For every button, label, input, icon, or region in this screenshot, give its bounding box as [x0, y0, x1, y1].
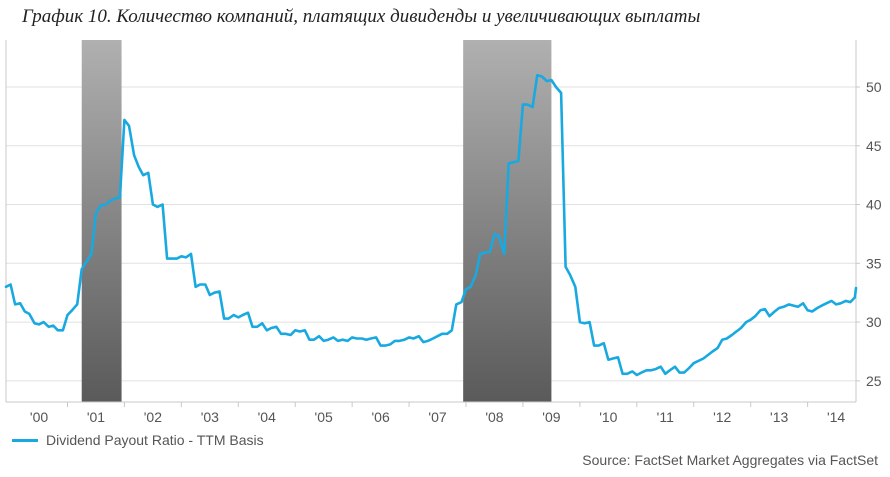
x-tick-label: '09 [542, 409, 560, 425]
x-tick-label: '04 [258, 409, 276, 425]
y-axis-ticks: 25 30 35 40 45 50 [866, 79, 882, 389]
x-axis-ticks: '00 '01 '02 '03 '04 '05 '06 '07 '08 '09 '10 '11 '12 '… [30, 409, 846, 425]
y-tick-label: 45 [866, 138, 882, 154]
recession-layer [81, 40, 552, 402]
grid-layer [6, 86, 856, 382]
y-tick-label: 35 [866, 255, 882, 271]
x-tick-label: '07 [428, 409, 446, 425]
legend: Dividend Payout Ratio - TTM Basis [12, 432, 264, 448]
series-line [4, 74, 858, 377]
legend-swatch [12, 438, 38, 442]
x-tick-label: '03 [201, 409, 219, 425]
x-tick-label: '01 [87, 409, 105, 425]
recession-band [81, 40, 122, 402]
x-tick-label: '02 [144, 409, 162, 425]
x-tick-label: '13 [770, 409, 788, 425]
x-tick-label: '08 [485, 409, 503, 425]
y-tick-label: 25 [866, 373, 882, 389]
source-note: Source: FactSet Market Aggregates via Fa… [582, 452, 878, 468]
series-layer [4, 74, 858, 377]
x-tick-label: '00 [30, 409, 48, 425]
x-tick-label: '06 [371, 409, 389, 425]
legend-label: Dividend Payout Ratio - TTM Basis [46, 432, 264, 448]
recession-band [463, 40, 552, 402]
y-tick-label: 50 [866, 79, 882, 95]
x-tick-label: '11 [657, 409, 674, 425]
y-tick-label: 30 [866, 314, 882, 330]
y-tick-label: 40 [866, 197, 882, 213]
x-tick-label: '10 [599, 409, 617, 425]
plot-background [6, 40, 856, 402]
frame-layer [5, 40, 860, 407]
x-tick-label: '12 [713, 409, 731, 425]
chart-title: График 10. Количество компаний, платящих… [22, 6, 701, 27]
x-tick-label: '14 [827, 409, 845, 425]
x-tick-label: '05 [315, 409, 333, 425]
